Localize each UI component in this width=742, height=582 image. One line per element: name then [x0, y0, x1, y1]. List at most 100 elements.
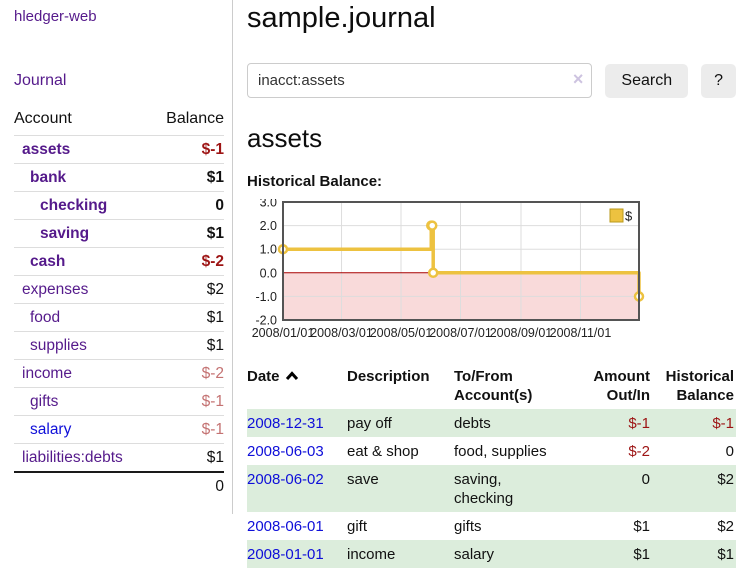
column-header-balance: Historical Balance	[665, 368, 734, 404]
account-link[interactable]: liabilities:debts	[22, 449, 123, 466]
account-balance: $1	[151, 163, 224, 192]
account-row: supplies $1	[14, 331, 224, 360]
account-link[interactable]: supplies	[30, 337, 87, 354]
section-title: assets	[247, 123, 323, 153]
transaction-date-link[interactable]: 2008-06-02	[247, 471, 324, 488]
account-balance: $-1	[151, 135, 224, 164]
transaction-date-link[interactable]: 2008-06-03	[247, 443, 324, 460]
account-row: saving $1	[14, 219, 224, 248]
search-bar: × Search ?	[247, 63, 736, 98]
transaction-description: gift	[347, 518, 368, 535]
transaction-accounts: salary	[454, 546, 495, 563]
column-header-date[interactable]: Date	[247, 365, 347, 409]
transaction-balance: $1	[717, 546, 734, 563]
page: hledger-web Journal Account Balance asse…	[0, 0, 742, 568]
svg-text:2008/09/01: 2008/09/01	[490, 326, 553, 340]
transaction-date-link[interactable]: 2008-06-01	[247, 518, 324, 535]
transaction-balance: 0	[725, 443, 734, 460]
account-row: bank $1	[14, 163, 224, 192]
account-balance: 0	[151, 191, 224, 220]
account-link[interactable]: food	[30, 309, 61, 326]
transaction-amount: $-1	[628, 415, 650, 432]
accounts-total-row: 0	[14, 471, 224, 500]
sidebar: hledger-web Journal Account Balance asse…	[0, 0, 233, 514]
svg-text:2.0: 2.0	[260, 219, 277, 233]
account-balance: $-1	[151, 415, 224, 444]
account-row: food $1	[14, 303, 224, 332]
svg-text:2008/03/01: 2008/03/01	[310, 326, 373, 340]
main-content: sample.journal × Search ? assets Histori…	[233, 0, 742, 568]
account-row: assets $-1	[14, 135, 224, 164]
transaction-amount: $1	[633, 518, 650, 535]
account-link[interactable]: cash	[30, 253, 66, 270]
account-link[interactable]: expenses	[22, 281, 89, 298]
search-input[interactable]	[247, 63, 593, 98]
account-link[interactable]: bank	[30, 169, 67, 186]
transaction-accounts: gifts	[454, 518, 482, 535]
column-header-amount: Amount Out/In	[593, 368, 650, 404]
accounts-table: Account Balance assets $-1 bank $1 checking 0…	[14, 107, 224, 500]
transaction-balance: $2	[717, 518, 734, 535]
chart-title: Historical Balance:	[247, 173, 383, 190]
account-link[interactable]: salary	[30, 421, 72, 438]
transaction-row: 2008-01-01 income salary $1 $1	[247, 540, 736, 568]
transaction-row: 2008-12-31 pay off debts $-1 $-1	[247, 409, 736, 437]
svg-text:0.0: 0.0	[260, 266, 277, 280]
transaction-amount: $1	[633, 546, 650, 563]
account-balance: $1	[151, 443, 224, 472]
transaction-row: 2008-06-01 gift gifts $1 $2	[247, 512, 736, 540]
transaction-description: eat & shop	[347, 443, 419, 460]
accounts-total-value: 0	[151, 471, 224, 500]
transaction-date-link[interactable]: 2008-12-31	[247, 415, 324, 432]
search-input-wrap: ×	[247, 63, 593, 98]
transaction-description: save	[347, 471, 379, 488]
transaction-date-link[interactable]: 2008-01-01	[247, 546, 324, 563]
svg-text:-2.0: -2.0	[255, 314, 277, 328]
sort-ascending-icon	[285, 368, 299, 385]
accounts-total-spacer	[14, 471, 152, 500]
column-header-description: Description	[347, 368, 430, 385]
account-link[interactable]: checking	[40, 197, 108, 214]
accounts-header-row: Account Balance	[14, 107, 224, 136]
help-button[interactable]: ?	[701, 63, 736, 98]
svg-text:3.0: 3.0	[260, 199, 277, 210]
transaction-description: income	[347, 546, 396, 563]
account-link[interactable]: gifts	[30, 393, 59, 410]
transaction-accounts: food, supplies	[454, 443, 547, 460]
transaction-row: 2008-06-03 eat & shop food, supplies $-2 0	[247, 437, 736, 465]
accounts-header-balance: Balance	[151, 107, 224, 136]
account-row: liabilities:debts $1	[14, 443, 224, 472]
transaction-balance: $2	[717, 471, 734, 488]
clear-search-icon[interactable]: ×	[572, 69, 584, 89]
transactions-header-row: Date Description To/From Account(s) Amou…	[247, 365, 736, 409]
column-header-accounts: To/From Account(s)	[454, 368, 533, 404]
transaction-row: 2008-06-02 save saving, checking 0 $2	[247, 465, 736, 512]
account-row: income $-2	[14, 359, 224, 388]
transaction-amount: 0	[641, 471, 650, 488]
svg-text:2008/11/01: 2008/11/01	[550, 326, 612, 340]
historical-balance-chart: 3.0 2.0 1.0 0.0 -1.0 -2.02008/01/012008/03/01…	[252, 196, 645, 340]
account-row: cash $-2	[14, 247, 224, 276]
account-balance: $2	[151, 275, 224, 304]
account-row: checking 0	[14, 191, 224, 220]
account-row: gifts $-1	[14, 387, 224, 416]
sidebar-item-journal[interactable]: Journal	[14, 72, 67, 89]
svg-text:2008/07/01: 2008/07/01	[429, 326, 492, 340]
svg-text:1.0: 1.0	[260, 243, 277, 257]
column-header-date-label: Date	[247, 368, 280, 385]
transaction-accounts: saving, checking	[454, 471, 514, 507]
page-title: sample.journal	[247, 2, 436, 34]
transaction-description: pay off	[347, 415, 392, 432]
account-balance: $1	[151, 219, 224, 248]
account-balance: $1	[151, 303, 224, 332]
account-balance: $-2	[151, 359, 224, 388]
account-link[interactable]: income	[22, 365, 72, 382]
account-link[interactable]: saving	[40, 225, 90, 242]
svg-text:2008/01/01: 2008/01/01	[252, 326, 315, 340]
account-row: salary $-1	[14, 415, 224, 444]
search-button[interactable]: Search	[605, 63, 689, 98]
app-title-link[interactable]: hledger-web	[14, 8, 97, 25]
transaction-amount: $-2	[628, 443, 650, 460]
accounts-header-account: Account	[14, 107, 152, 136]
account-link[interactable]: assets	[22, 141, 71, 158]
